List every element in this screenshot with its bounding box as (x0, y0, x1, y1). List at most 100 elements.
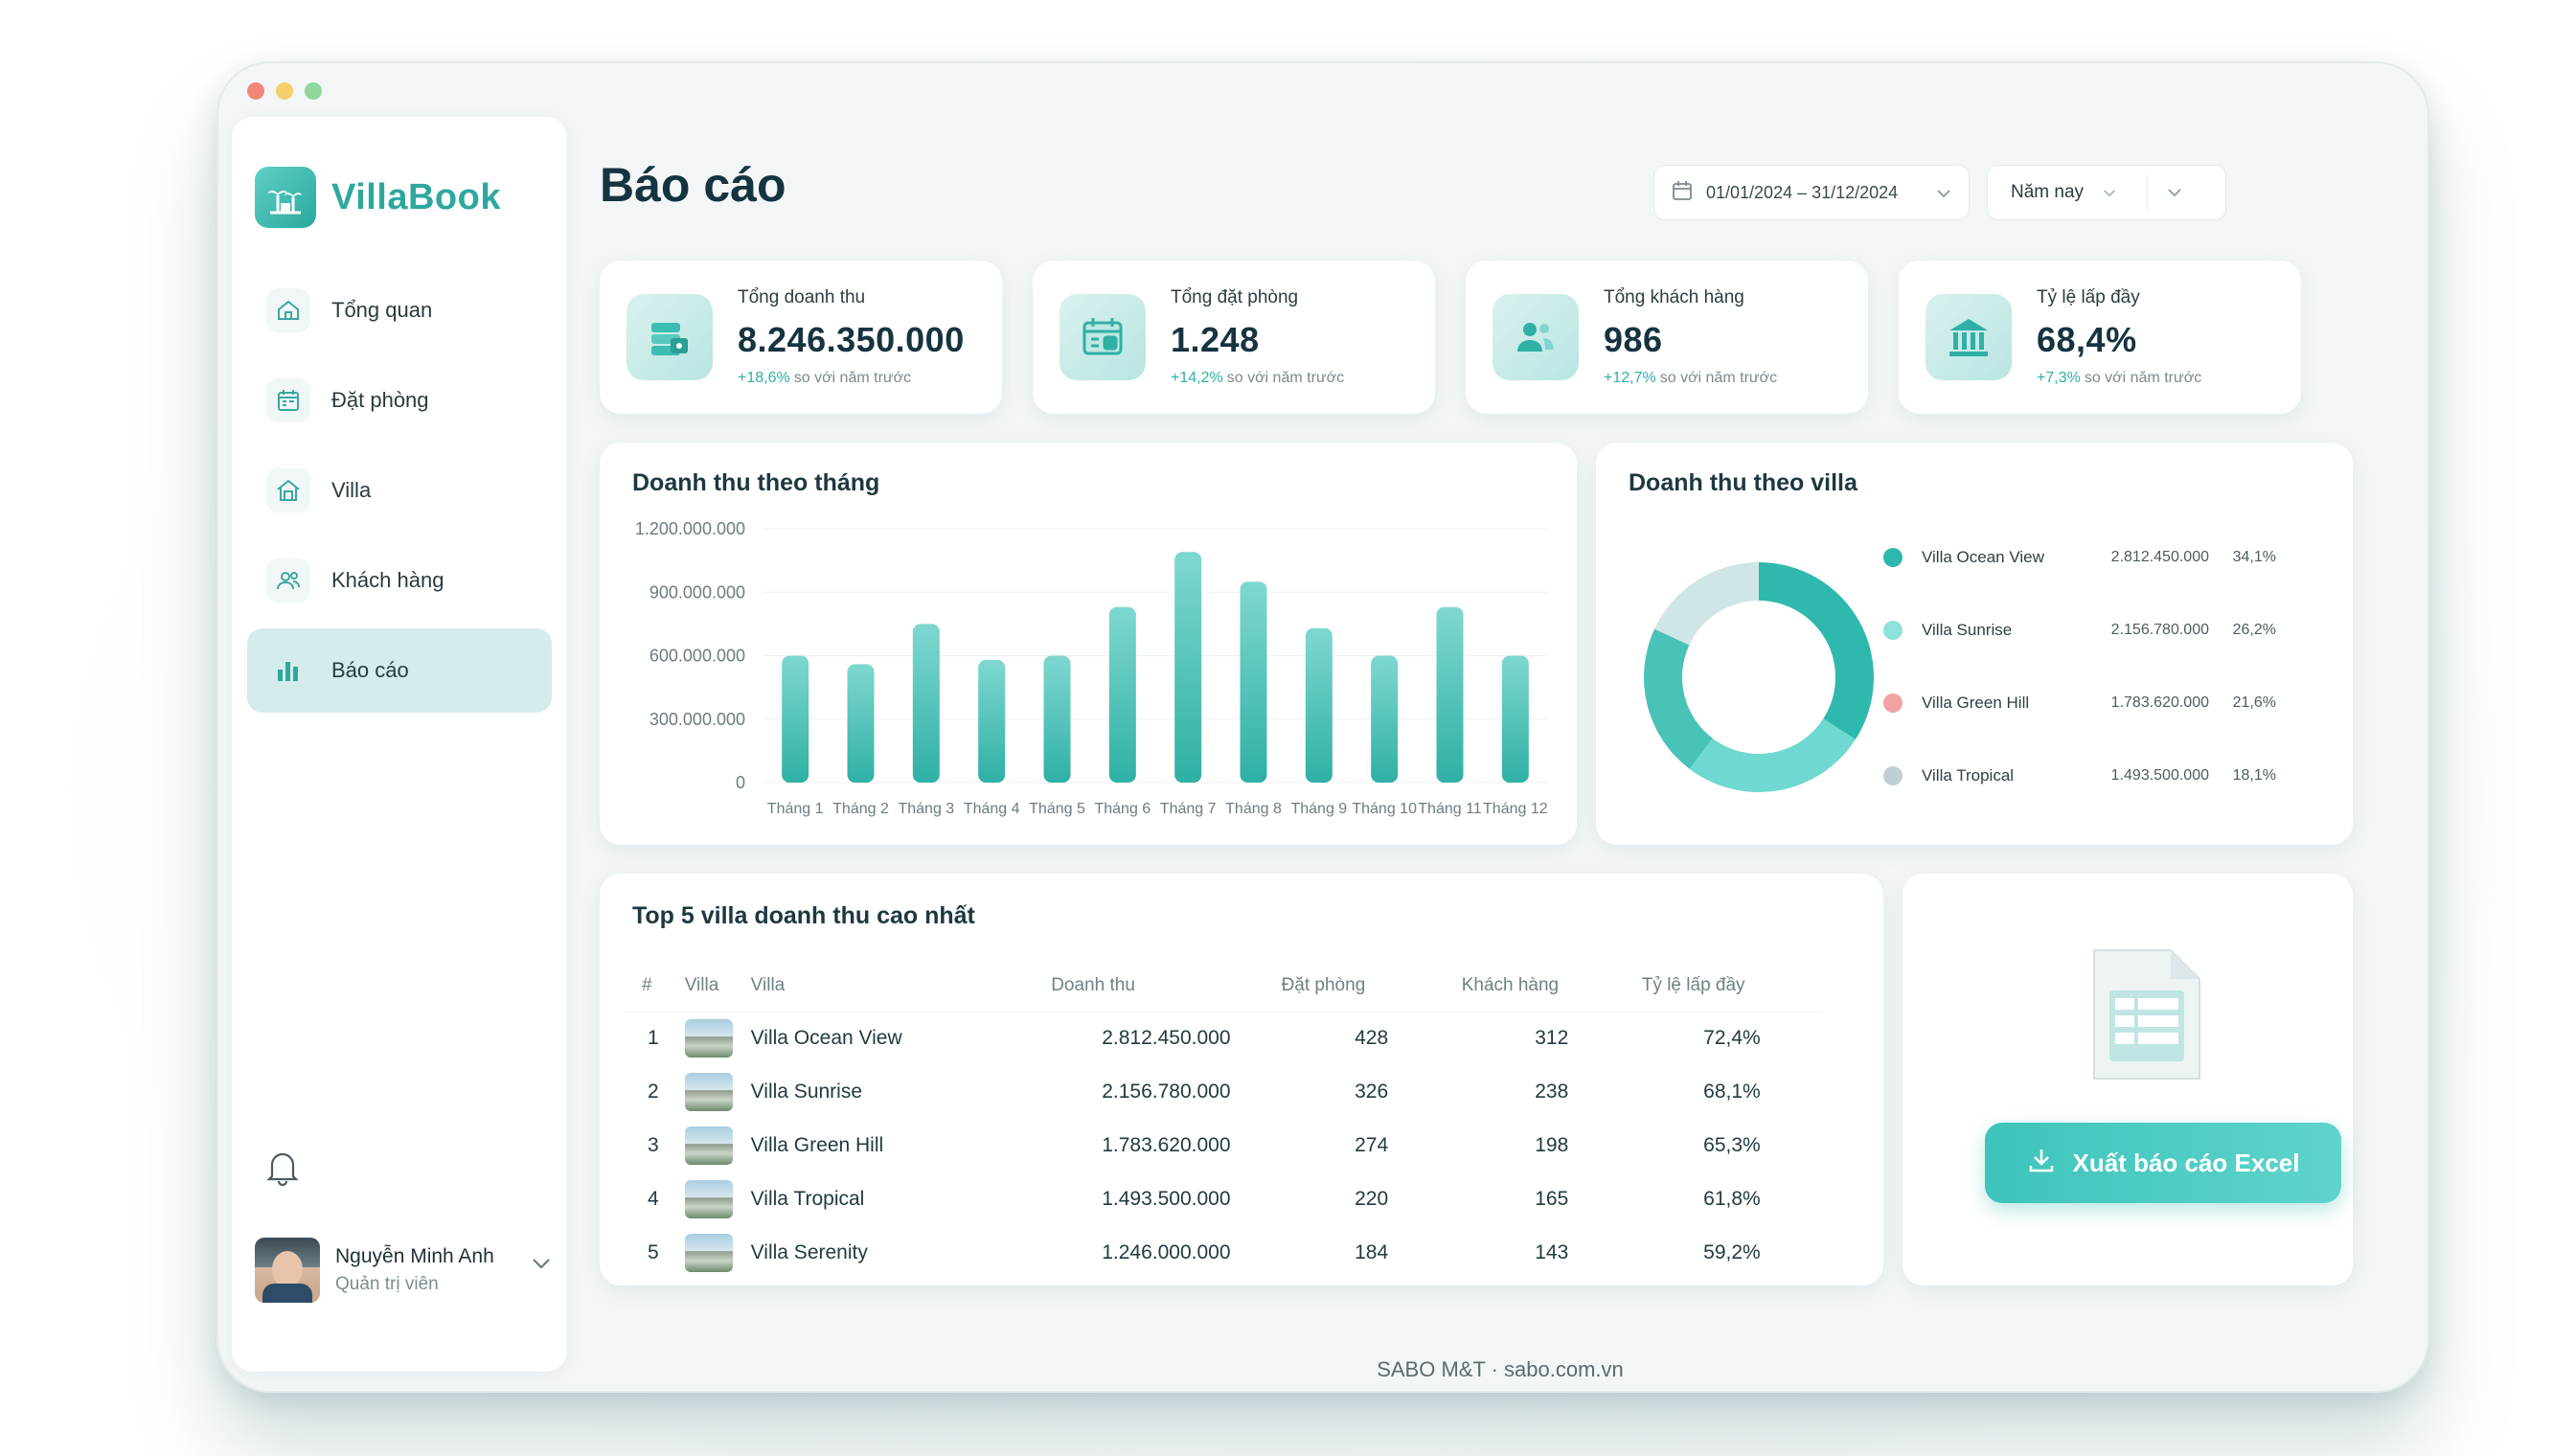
legend-item: Villa Tropical 1.493.500.000 18,1% (1883, 766, 2286, 785)
kpi-change-value: +12,7% (1604, 370, 1656, 386)
row-rank: 2 (648, 1081, 659, 1103)
bar-4[interactable] (978, 659, 1006, 783)
calendar-icon (1672, 180, 1693, 206)
y-tick-label: 1.200.000.000 (635, 519, 745, 538)
bar-10[interactable] (1371, 655, 1399, 784)
customers-cell: 238 (1535, 1081, 1569, 1103)
legend-swatch (1883, 694, 1903, 713)
home-icon (266, 288, 310, 332)
occupancy-cell: 65,3% (1703, 1134, 1761, 1156)
window-controls (247, 82, 322, 100)
revenue-cell: 1.783.620.000 (1102, 1134, 1231, 1156)
bar-2[interactable] (847, 664, 875, 783)
table-row[interactable]: 5 Villa Serenity 1.246.000.000 184 143 59,2% (625, 1226, 1822, 1280)
bar-1[interactable] (782, 655, 809, 784)
chevron-down-icon[interactable] (531, 1257, 552, 1275)
revenue-cell: 2.812.450.000 (1102, 1027, 1231, 1050)
sidebar-item-dat-phong[interactable]: Đặt phòng (247, 358, 552, 443)
bar-9[interactable] (1305, 627, 1333, 783)
villa-thumbnail (684, 1226, 751, 1280)
x-tick-label: Tháng 2 (832, 801, 889, 817)
x-tick-label: Tháng 4 (964, 801, 1020, 817)
kpi-card-revenue: Tổng doanh thu 8.246.350.000 +18,6% so vớ… (600, 261, 1002, 414)
bell-icon[interactable] (266, 1149, 299, 1191)
wallet-icon (627, 294, 713, 380)
bar-3[interactable] (912, 624, 940, 783)
footer-text: SABO M&T · sabo.com.vn (1377, 1357, 1624, 1381)
table-row[interactable]: 1 Villa Ocean View 2.812.450.000 428 312 72,4… (625, 1012, 1822, 1065)
table-row[interactable]: 2 Villa Sunrise 2.156.780.000 326 238 68,1% (625, 1065, 1822, 1119)
kpi-change-value: +14,2% (1171, 370, 1223, 386)
sidebar-item-villa[interactable]: Villa (247, 448, 552, 533)
donut-slice-3[interactable] (1644, 628, 1713, 769)
row-rank: 4 (648, 1188, 659, 1210)
kpi-card-bookings: Tổng đặt phòng 1.248 +14,2% so với năm tr… (1033, 261, 1435, 414)
x-tick-label: Tháng 10 (1352, 801, 1417, 817)
donut-slice-1[interactable] (1759, 562, 1874, 739)
export-excel-button[interactable]: Xuất báo cáo Excel (1985, 1123, 2341, 1203)
bar-6[interactable] (1108, 606, 1136, 783)
bar-5[interactable] (1043, 655, 1071, 784)
legend-label: Villa Sunrise (1922, 621, 2013, 639)
x-tick-label: Tháng 3 (898, 801, 954, 817)
kpi-card-customers: Tổng khách hàng 986 +12,7% so với năm trư… (1466, 261, 1868, 414)
kpi-compare: so với năm trước (2084, 370, 2202, 386)
occupancy-cell: 61,8% (1703, 1188, 1761, 1210)
close-window-button[interactable] (247, 82, 264, 100)
sidebar-nav: Tổng quan Đặt phòng Villa (247, 268, 552, 718)
table-row[interactable]: 3 Villa Green Hill 1.783.620.000 274 198 65,3… (625, 1119, 1822, 1172)
x-tick-label: Tháng 1 (767, 801, 824, 817)
legend-value: 1.783.620.000 (2110, 694, 2209, 711)
kpi-compare: so với năm trước (1226, 370, 1345, 386)
kpi-change: +18,6% so với năm trước (738, 370, 965, 387)
sidebar-item-tong-quan[interactable]: Tổng quan (247, 268, 552, 353)
sidebar-item-label: Tổng quan (331, 298, 433, 322)
user-name: Nguyễn Minh Anh (335, 1245, 494, 1267)
users-icon (1493, 294, 1579, 380)
chart-title: Doanh thu theo tháng (632, 469, 880, 496)
bookings-cell: 220 (1355, 1188, 1389, 1210)
bar-7[interactable] (1174, 552, 1202, 783)
minimize-window-button[interactable] (276, 82, 293, 100)
donut-slice-4[interactable] (1654, 562, 1759, 646)
page-title: Báo cáo (600, 158, 786, 212)
villa-photo (684, 1073, 733, 1111)
legend-value: 2.812.450.000 (2110, 549, 2209, 565)
legend-percent: 18,1% (2232, 767, 2276, 784)
kpi-change-value: +18,6% (738, 370, 790, 386)
table-row[interactable]: 4 Villa Tropical 1.493.500.000 220 165 61,8% (625, 1172, 1822, 1226)
divider (2147, 175, 2149, 210)
legend-value: 1.493.500.000 (2110, 767, 2209, 784)
bar-8[interactable] (1240, 581, 1267, 783)
kpi-change-value: +7,3% (2037, 370, 2081, 386)
column-header: Doanh thu (1051, 960, 1282, 1012)
kpi-value: 1.248 (1171, 320, 1260, 359)
legend-percent: 26,2% (2232, 622, 2276, 638)
x-tick-label: Tháng 11 (1418, 801, 1482, 817)
brand[interactable]: VillaBook (255, 167, 501, 228)
kpi-change: +14,2% so với năm trước (1171, 370, 1344, 387)
sidebar: VillaBook Tổng quan Đặt phòng (232, 117, 567, 1372)
kpi-label: Tổng đặt phòng (1171, 287, 1299, 307)
chevron-down-icon (1936, 183, 1951, 203)
x-tick-label: Tháng 8 (1225, 801, 1282, 817)
kpi-value: 8.246.350.000 (738, 320, 965, 359)
chart-title: Doanh thu theo villa (1629, 469, 1857, 496)
sidebar-item-khach-hang[interactable]: Khách hàng (247, 538, 552, 623)
legend-item: Villa Green Hill 1.783.620.000 21,6% (1883, 694, 2286, 713)
user-profile[interactable]: Nguyễn Minh Anh Quản trị viên (255, 1238, 552, 1303)
kpi-label: Tỷ lệ lấp đầy (2037, 287, 2140, 307)
donut-slice-2[interactable] (1689, 718, 1856, 792)
monthly-revenue-chart: Tháng 1 Tháng 2 Tháng 3 Tháng 4 Tháng 5 Tháng… (635, 519, 1548, 817)
period-select[interactable]: Năm nay (1987, 165, 2226, 220)
date-range-picker[interactable]: 01/01/2024 – 31/12/2024 (1653, 165, 1970, 220)
bar-12[interactable] (1501, 655, 1529, 784)
villa-name: Villa Serenity (750, 1241, 868, 1263)
bookings-cell: 274 (1355, 1134, 1389, 1156)
villa-photo (684, 1234, 733, 1272)
bar-11[interactable] (1436, 606, 1464, 783)
sidebar-item-bao-cao[interactable]: Báo cáo (247, 628, 552, 713)
column-header: # (625, 960, 685, 1012)
maximize-window-button[interactable] (305, 82, 322, 100)
